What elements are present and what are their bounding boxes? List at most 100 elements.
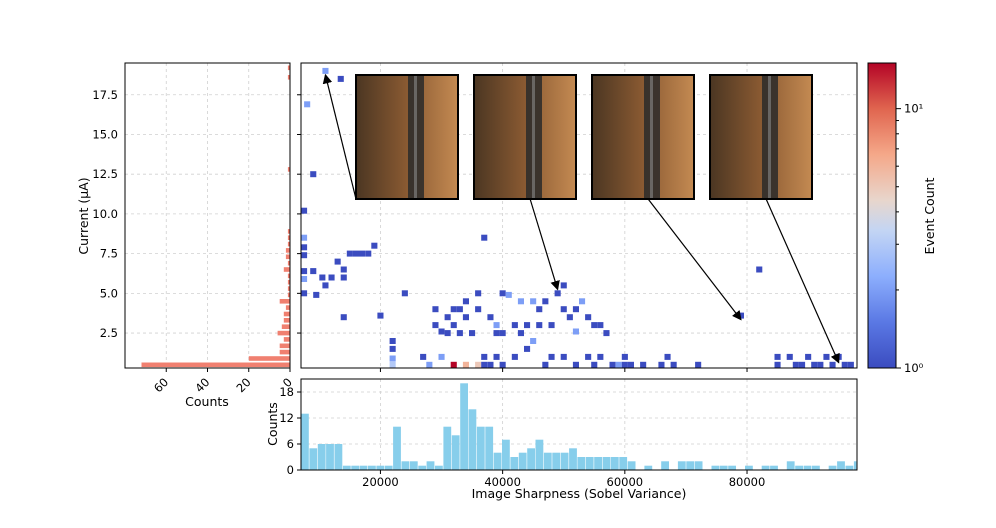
side-histogram-bar <box>287 279 290 285</box>
heatmap-cell <box>536 306 543 313</box>
heatmap-cell <box>365 250 372 257</box>
top-histogram-x-tick-label: 60000 <box>607 475 644 489</box>
heatmap-cell <box>493 330 500 337</box>
top-histogram-bar <box>770 465 778 470</box>
heatmap-cell <box>756 266 763 273</box>
side-histogram-x-tick-label: 40 <box>192 375 212 395</box>
heatmap-cell <box>499 361 506 368</box>
heatmap-cell <box>505 291 512 298</box>
annotation-arrows <box>322 73 840 364</box>
heatmap-cell <box>301 207 308 214</box>
top-histogram-bar <box>577 457 586 470</box>
side-histogram-bar <box>287 65 290 71</box>
heatmap-cell <box>389 355 396 362</box>
top-histogram-y-tick-label: 18 <box>279 385 294 399</box>
side-histogram-bar <box>283 267 290 272</box>
top-histogram-bar <box>585 457 594 470</box>
top-histogram-bar <box>334 444 343 470</box>
heatmap-y-tick-label: 12.5 <box>92 167 118 181</box>
heatmap-cell <box>487 361 494 368</box>
inset-photo-highlight <box>414 75 417 199</box>
heatmap-cell <box>334 258 341 265</box>
heatmap-cell <box>572 361 579 368</box>
top-histogram-bar <box>418 465 427 470</box>
top-histogram-bar <box>602 457 611 470</box>
inset-image <box>473 74 577 200</box>
side-histogram-grid <box>125 63 290 368</box>
heatmap-cell <box>359 250 366 257</box>
heatmap-cell <box>438 353 445 360</box>
side-histogram-x-tick-label: 60 <box>151 375 171 395</box>
heatmap-cell <box>585 353 592 360</box>
heatmap-cell <box>301 244 308 251</box>
heatmap-cell <box>774 353 781 360</box>
heatmap-cell <box>304 101 311 108</box>
top-histogram-bar <box>745 465 753 470</box>
heatmap-cell <box>823 353 830 360</box>
heatmap-cell <box>432 322 439 329</box>
heatmap-cell <box>499 290 506 297</box>
top-histogram-bar <box>543 452 552 470</box>
heatmap-cell <box>560 282 567 289</box>
annotation-arrow <box>647 198 742 321</box>
heatmap-cell <box>301 268 308 275</box>
heatmap-cell <box>426 361 433 368</box>
heatmap-cell <box>524 345 531 352</box>
top-histogram-grid <box>301 379 857 470</box>
side-histogram-bar <box>279 349 290 355</box>
heatmap-cell <box>615 361 622 368</box>
inset-photo-background <box>710 75 812 199</box>
heatmap-cell <box>591 361 598 368</box>
heatmap-cell <box>597 322 604 329</box>
heatmap-y-tick-label: 2.5 <box>100 326 118 340</box>
annotation-arrow <box>322 73 357 200</box>
heatmap-cell <box>841 361 848 368</box>
top-histogram-x-tick-label: 20000 <box>362 475 399 489</box>
top-histogram-y-tick-label: 6 <box>287 437 294 451</box>
heatmap-cell <box>337 75 344 82</box>
inset-photo-border <box>709 74 813 200</box>
inset-images <box>355 74 813 200</box>
top-histogram-bar <box>619 457 628 470</box>
top-histogram-bar <box>376 465 385 470</box>
top-histogram-bar <box>368 465 376 470</box>
heatmap-cell <box>572 328 579 335</box>
top-histogram-bar <box>435 465 443 470</box>
heatmap-cell <box>462 298 469 305</box>
top-histogram-bar <box>359 465 368 470</box>
heatmap-cell <box>450 322 457 329</box>
inset-photo-background <box>592 75 694 199</box>
heatmap-cell <box>530 338 537 344</box>
top-histogram-bar <box>728 465 736 470</box>
top-histogram-bar <box>845 465 854 470</box>
heatmap-cell <box>340 274 347 281</box>
top-histogram-y-tick-label: 12 <box>279 411 294 425</box>
heatmap-cell <box>475 290 482 297</box>
heatmap-cell <box>481 234 488 241</box>
side-histogram-bar <box>277 330 290 336</box>
heatmap-cell <box>389 345 396 352</box>
heatmap-cell <box>493 322 500 329</box>
heatmap-cell <box>389 338 396 344</box>
heatmap-cell <box>609 361 616 368</box>
side-histogram-bars <box>141 65 291 368</box>
top-histogram-bar <box>761 465 770 470</box>
heatmap-cell <box>389 361 396 368</box>
heatmap-cell <box>603 330 610 337</box>
top-histogram-bar <box>401 461 410 470</box>
heatmap-cell <box>847 361 854 368</box>
top-histogram-bar <box>443 426 452 470</box>
side-histogram-bar <box>287 273 290 279</box>
heatmap-cell <box>462 361 469 368</box>
inset-image <box>709 74 813 200</box>
heatmap-cell <box>542 361 549 368</box>
heatmap-cell <box>591 322 598 329</box>
heatmap-cell <box>319 274 326 281</box>
heatmap-cell <box>517 330 524 337</box>
top-histogram-bar <box>326 444 334 470</box>
heatmap-cell <box>511 353 518 360</box>
heatmap-cell <box>548 353 555 360</box>
heatmap-cell <box>542 298 549 305</box>
heatmap-cell <box>560 353 567 360</box>
